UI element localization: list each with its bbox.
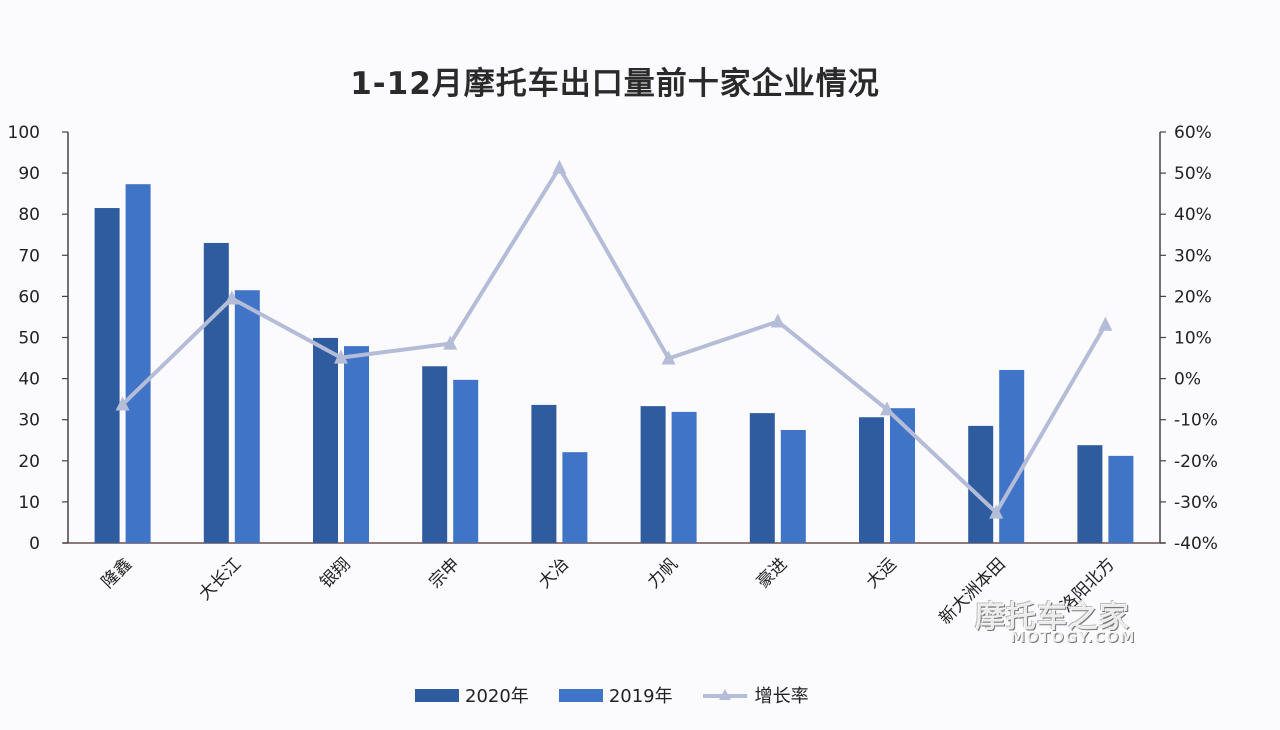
bar-2019年: [671, 411, 697, 543]
right-y-tick-label: -30%: [1174, 493, 1218, 513]
triangle-marker-icon: [661, 350, 676, 365]
bar-2019年: [780, 429, 806, 543]
watermark-url: MOTOGY.COM: [1010, 628, 1136, 646]
x-axis-labels: 隆鑫 大长江 银翔 宗申 大冶 力帆 豪进 大运 新大洲本田 洛阳北方: [98, 554, 1119, 629]
left-y-tick-label: 50: [18, 329, 40, 349]
bar-2020年: [859, 417, 884, 543]
bar-2020年: [531, 404, 557, 543]
triangle-marker-icon: [224, 290, 239, 305]
left-y-tick-label: 100: [8, 123, 40, 143]
right-y-tick-label: -20%: [1174, 452, 1218, 472]
x-category-label: 银翔: [316, 554, 354, 592]
bar-2019年: [125, 184, 151, 543]
watermark-logo: 摩托车之家: [975, 600, 1130, 635]
bar-2020年: [94, 208, 120, 543]
x-category-label: 豪进: [752, 554, 791, 593]
bar-2019年: [1108, 455, 1134, 543]
chart-title: 1-12月摩托车出口量前十家企业情况: [350, 66, 880, 102]
left-y-tick-label: 70: [18, 246, 40, 266]
bar-2020年: [422, 366, 448, 543]
right-y-tick-label: 20%: [1174, 287, 1212, 307]
growth-line-series: [115, 159, 1113, 519]
triangle-marker-icon: [552, 159, 567, 174]
bar-2019年: [999, 369, 1025, 543]
left-y-tick-label: 40: [18, 370, 40, 390]
growth-line: [121, 163, 1108, 516]
legend-label-2019: 2019年: [608, 686, 673, 707]
triangle-marker-icon: [770, 313, 785, 328]
bar-2020年: [1077, 445, 1103, 543]
bar-2020年: [203, 242, 229, 543]
right-y-tick-label: 0%: [1174, 370, 1201, 390]
legend-item-2020: 2020年: [415, 682, 529, 708]
bar-2019年: [562, 452, 588, 543]
x-category-label: 宗申: [426, 554, 464, 592]
left-y-tick-label: 60: [18, 287, 40, 307]
right-y-tick-label: 50%: [1174, 164, 1212, 184]
x-category-label: 大运: [862, 554, 900, 592]
right-y-tick-label: -40%: [1174, 534, 1218, 554]
right-y-tick-label: 10%: [1174, 329, 1212, 349]
triangle-marker-icon: [443, 335, 458, 350]
left-y-tick-label: 20: [18, 452, 40, 472]
left-y-tick-label: 10: [18, 493, 40, 513]
left-y-tick-label: 0: [29, 534, 40, 554]
triangle-marker-icon: [334, 349, 348, 364]
bar-2019年: [890, 408, 915, 543]
left-y-tick-label: 90: [18, 164, 40, 184]
right-y-tick-label: 40%: [1174, 205, 1212, 225]
bar-2019年: [234, 290, 260, 543]
triangle-marker-icon: [1098, 316, 1113, 331]
bar-series: [94, 184, 1134, 543]
x-category-label: 大冶: [535, 554, 573, 592]
bar-2020年: [640, 406, 666, 543]
triangle-marker-icon: [989, 504, 1004, 519]
left-y-tick-label: 30: [18, 411, 40, 431]
legend-swatch-2019: [558, 688, 603, 702]
legend-swatch-2020: [415, 688, 459, 702]
x-category-label: 隆鑫: [98, 554, 136, 592]
bar-2019年: [344, 346, 369, 543]
bar-2020年: [968, 425, 994, 543]
legend-label-2020: 2020年: [465, 686, 529, 707]
right-y-tick-label: -10%: [1174, 411, 1218, 431]
triangle-marker-icon: [115, 396, 130, 411]
bar-2020年: [313, 337, 338, 543]
left-y-tick-label: 80: [18, 205, 40, 225]
triangle-marker-icon: [702, 688, 747, 702]
triangle-marker-icon: [880, 401, 894, 416]
legend-item-growth: 增长率: [702, 682, 809, 708]
bar-2020年: [749, 413, 775, 543]
x-category-label: 力帆: [644, 554, 682, 592]
legend-item-2019: 2019年: [558, 682, 673, 708]
x-category-label: 大长江: [195, 554, 245, 604]
legend: 2020年 2019年 增长率: [415, 682, 839, 708]
right-y-tick-label: 30%: [1174, 246, 1212, 266]
legend-label-growth: 增长率: [754, 686, 809, 707]
bar-2019年: [453, 379, 479, 543]
right-y-tick-label: 60%: [1174, 123, 1212, 143]
